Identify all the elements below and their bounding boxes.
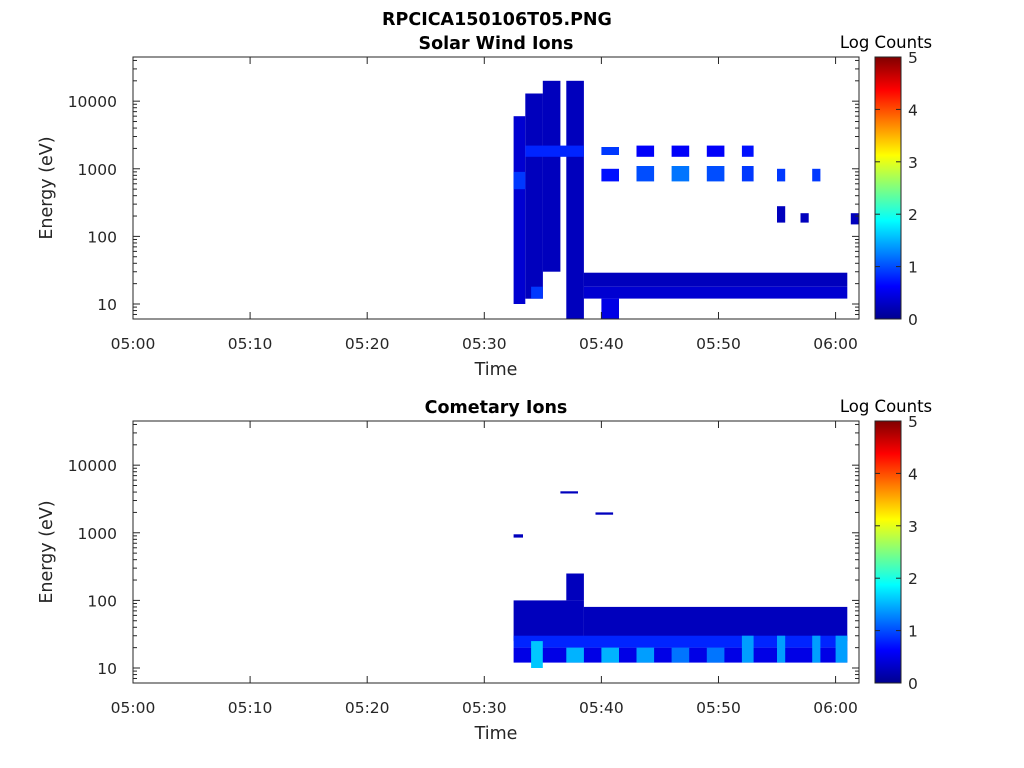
spectrogram-cell [835, 635, 848, 663]
spectrogram-cell [636, 145, 655, 157]
colorbar-tick-label: 3 [908, 154, 918, 172]
y-tick-label: 100 [87, 592, 117, 610]
spectrogram-cell [671, 145, 690, 157]
spectrogram-cell [671, 166, 690, 182]
x-tick-label: 05:40 [579, 335, 624, 353]
spectrogram-cell [706, 166, 725, 182]
spectrogram-cells [513, 80, 859, 319]
x-tick-label: 05:30 [462, 335, 507, 353]
x-tick-label: 05:00 [111, 699, 156, 717]
y-tick-label: 1000 [78, 525, 117, 543]
spectrogram-cell [706, 145, 725, 157]
colorbar-tick-label: 5 [908, 413, 918, 431]
spectrogram-cell [777, 635, 786, 663]
colorbar [874, 420, 902, 684]
spectrogram-cell [566, 573, 584, 601]
spectrogram-cell [741, 145, 754, 157]
spectrogram-cell [513, 171, 526, 190]
spectrogram-cell [741, 166, 754, 182]
panel-1: Solar Wind Ions 05:00 05:10 05:20 05:30 05:40… [37, 33, 932, 380]
spectrogram-cell [583, 286, 848, 299]
plot-frame [132, 420, 860, 684]
spectrogram-cell [513, 600, 584, 642]
panel-title: Solar Wind Ions [419, 34, 574, 54]
spectrogram-cell [525, 145, 584, 157]
spectrogram-cell [513, 116, 526, 304]
y-tick-label: 100 [87, 228, 117, 246]
plot-frame [132, 56, 860, 320]
x-tick-label: 05:40 [579, 699, 624, 717]
x-tick-label: 05:00 [111, 335, 156, 353]
spectrogram-cell [706, 647, 725, 663]
figure-title: RPCICA150106T05.PNG [382, 10, 612, 30]
spectrogram-cell [542, 80, 561, 272]
spectrogram-cell [513, 534, 523, 538]
x-tick-label: 06:00 [813, 335, 858, 353]
spectrogram-cell [531, 286, 543, 299]
spectrogram-cell [601, 647, 619, 663]
spectrogram-cell [601, 147, 619, 155]
spectrogram-cell [671, 647, 690, 663]
spectrogram-cell [636, 166, 655, 182]
x-tick-label: 06:00 [813, 699, 858, 717]
x-axis-label: Time [474, 360, 518, 380]
spectrogram-cell [777, 206, 786, 223]
x-tick-label: 05:30 [462, 699, 507, 717]
colorbar-label: Log Counts [840, 33, 932, 52]
colorbar-tick-label: 5 [908, 49, 918, 67]
spectrogram-cell [566, 647, 584, 663]
y-axis-label: Energy (eV) [37, 500, 57, 603]
y-tick-label: 1000 [78, 161, 117, 179]
spectrogram-cells [513, 491, 848, 668]
spectrogram-cell [777, 168, 786, 182]
x-tick-label: 05:50 [696, 699, 741, 717]
spectrogram-cell [741, 635, 754, 663]
spectrogram-cell [812, 168, 821, 182]
spectrogram-cell [513, 635, 848, 648]
panels: Solar Wind Ions 05:00 05:10 05:20 05:30 05:40… [37, 33, 932, 744]
y-tick-label: 10 [97, 660, 117, 678]
colorbar [874, 56, 902, 320]
spectrogram-cell [601, 168, 619, 182]
colorbar-label: Log Counts [840, 397, 932, 416]
colorbar-tick-label: 3 [908, 518, 918, 536]
spectrogram-cell [595, 512, 614, 515]
x-tick-label: 05:10 [228, 335, 273, 353]
spectrogram-cell [583, 272, 848, 287]
spectrogram-cell [583, 606, 848, 642]
x-tick-label: 05:20 [345, 335, 390, 353]
spectrogram-cell [812, 635, 821, 663]
colorbar-tick-label: 0 [908, 675, 918, 693]
y-axis-label: Energy (eV) [37, 136, 57, 239]
y-tick-label: 10000 [68, 457, 117, 475]
panel-title: Cometary Ions [425, 398, 568, 418]
colorbar-tick-label: 2 [908, 570, 918, 588]
spectrogram-cell [525, 93, 543, 299]
y-tick-label: 10000 [68, 93, 117, 111]
spectrogram-cell [566, 80, 584, 319]
x-tick-label: 05:10 [228, 699, 273, 717]
colorbar-tick-label: 1 [908, 259, 918, 277]
colorbar-tick-label: 1 [908, 623, 918, 641]
spectrogram-cell [850, 213, 859, 225]
x-tick-label: 05:50 [696, 335, 741, 353]
x-tick-label: 05:20 [345, 699, 390, 717]
colorbar-tick-label: 4 [908, 465, 918, 483]
spectrogram-cell [560, 491, 578, 494]
x-axis-label: Time [474, 724, 518, 744]
spectrogram-cell [601, 298, 619, 319]
y-tick-label: 10 [97, 296, 117, 314]
colorbar-tick-label: 2 [908, 206, 918, 224]
spectrogram-cell [531, 641, 543, 668]
spectrogram-cell [800, 213, 809, 223]
spectrogram-cell [636, 647, 655, 663]
colorbar-tick-label: 4 [908, 101, 918, 119]
colorbar-tick-label: 0 [908, 311, 918, 329]
